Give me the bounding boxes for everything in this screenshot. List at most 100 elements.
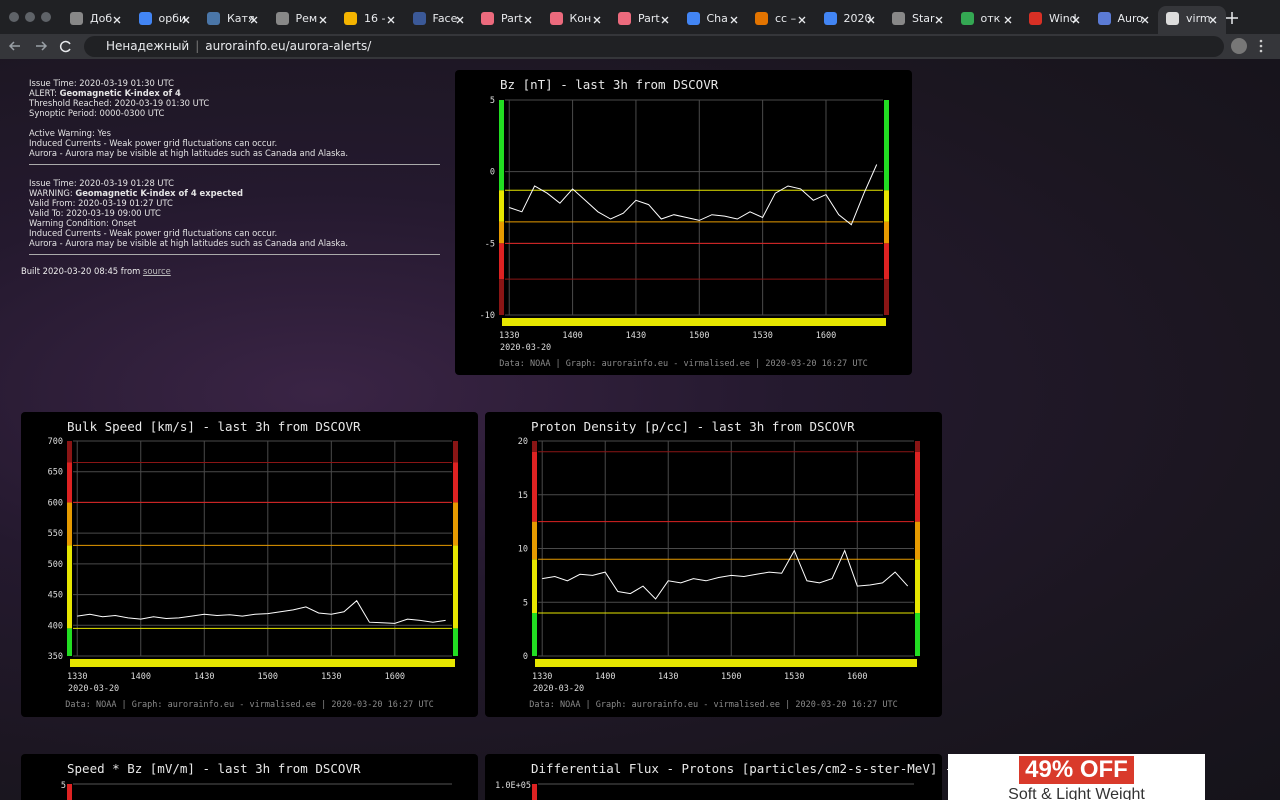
tab-close[interactable] [112,15,122,25]
y-tick-label: 0 [523,652,528,662]
x-tick-label: 1430 [658,672,678,682]
tab-icon [823,12,837,25]
alert-text: Aurora - Aurora may be visible at high l… [29,148,349,158]
x-tick-label: 1600 [385,672,405,682]
alert-line: Induced Currents - Weak power grid fluct… [29,138,440,148]
tab[interactable]: Auro [1090,6,1158,34]
tab[interactable]: Part [610,6,678,34]
tab[interactable]: Рем [268,6,336,34]
tab[interactable]: 2020 [816,6,884,34]
y-tick-label: 0 [490,168,495,178]
alert-text: Induced Currents - Weak power grid fluct… [29,138,278,148]
tab-close[interactable] [729,15,739,25]
tab[interactable]: Катя [199,6,267,34]
zone-bar [884,243,889,280]
alert-text: Issue Time: 2020-03-19 01:28 UTC [29,178,175,188]
zone-bar [884,100,889,191]
tab-close[interactable] [797,15,807,25]
alert-line: Issue Time: 2020-03-19 01:28 UTC [29,178,440,188]
source-link[interactable]: source [142,266,171,276]
tab[interactable]: Face [405,6,473,34]
tab-close[interactable] [181,15,191,25]
zone-bar [499,243,504,280]
zone-bar [499,221,504,244]
tab-title: Wind [1049,12,1077,25]
y-tick-label: 550 [48,529,63,539]
tab[interactable]: Cha [679,6,747,34]
tab-title: Auro [1117,12,1144,25]
tab-close[interactable] [660,15,670,25]
alert-text: Valid To: 2020-03-19 09:00 UTC [29,208,161,218]
zone-bar [453,462,458,503]
tab[interactable]: 16 - [336,6,404,34]
tab-close[interactable] [1140,15,1150,25]
tab[interactable]: Star [884,6,952,34]
y-tick-label: 700 [48,437,63,447]
x-tick-label: 1400 [131,672,151,682]
chart-panel [21,412,478,717]
tab[interactable]: Wind [1021,6,1089,34]
alert-block: Issue Time: 2020-03-19 01:28 UTC WARNING:… [29,178,440,255]
x-tick-label: 1600 [816,331,836,341]
tab-title: Cha [706,12,728,25]
status-strip [535,659,917,667]
tab-title: Part [638,12,660,25]
tab[interactable]: отк [953,6,1021,34]
address-bar[interactable]: Ненадежный | aurorainfo.eu/aurora-alerts/ [84,36,1224,57]
y-tick-label: 10 [518,545,528,555]
y-tick-label: 5 [61,781,66,791]
tab[interactable]: орби [131,6,199,34]
tab[interactable]: cc – [747,6,815,34]
tab-close[interactable] [1071,15,1081,25]
tab[interactable]: virm [1158,6,1226,34]
tab-icon [344,12,357,25]
chart-footer: Data: NOAA | Graph: aurorainfo.eu - virm… [499,359,867,369]
profile[interactable] [1226,34,1276,59]
tab-title: Face [432,12,458,25]
chart-panel [485,754,942,800]
chart-title: Bulk Speed [km/s] - last 3h from DSCOVR [67,419,361,434]
alert-text: Threshold Reached: 2020-03-19 01:30 UTC [29,98,210,108]
status-strip [502,318,886,326]
tab-close[interactable] [523,15,533,25]
alert-text: Induced Currents - Weak power grid fluct… [29,228,278,238]
alert-paragraph: Active Warning: Yes Induced Currents - We… [29,128,440,158]
nav-buttons[interactable] [0,34,80,59]
tab-close[interactable] [318,15,328,25]
tab-close[interactable] [592,15,602,25]
zone-bar [453,628,458,656]
zone-bar [499,190,504,222]
tab-strip: Доб орби Катя Рем 16 - Face Part Кон Part Cha cc –… [0,0,1280,34]
x-tick-label: 1530 [752,331,772,341]
y-tick-label: 450 [48,591,63,601]
tab-icon [1029,12,1042,25]
build-text: Built 2020-03-20 08:45 from [21,266,141,276]
y-tick-label: 500 [48,560,63,570]
alert-line: Valid From: 2020-03-19 01:27 UTC [29,198,440,208]
tab-close[interactable] [455,15,465,25]
ad-subline: Soft & Light Weight [1008,786,1145,800]
tab-close[interactable] [386,15,396,25]
alert-line: Aurora - Aurora may be visible at high l… [29,148,440,158]
ad[interactable]: 49% OFF Soft & Light Weight [948,754,1205,800]
tab-title: Part [501,12,523,25]
zone-bar [915,613,920,656]
tab-icon [549,12,563,25]
tab-close[interactable] [1003,15,1013,25]
tab[interactable]: Доб [62,6,130,34]
tab-icon [892,12,905,25]
tab[interactable]: Кон [542,6,610,34]
tab-close[interactable] [934,15,944,25]
tab-close[interactable] [1208,15,1218,25]
tab-close[interactable] [249,15,259,25]
chart-title: Differential Flux - Protons [particles/c… [531,761,975,776]
chart-title: Bz [nT] - last 3h from DSCOVR [500,77,719,92]
alert-line: Issue Time: 2020-03-19 01:30 UTC [29,78,440,88]
y-tick-label: 350 [48,652,63,662]
tab[interactable]: Part [473,6,541,34]
alert-text: Warning Condition: Onset [29,218,137,228]
tab-close[interactable] [866,15,876,25]
url: aurorainfo.eu/aurora-alerts/ [205,39,372,53]
new-tab-button[interactable] [1222,8,1242,28]
